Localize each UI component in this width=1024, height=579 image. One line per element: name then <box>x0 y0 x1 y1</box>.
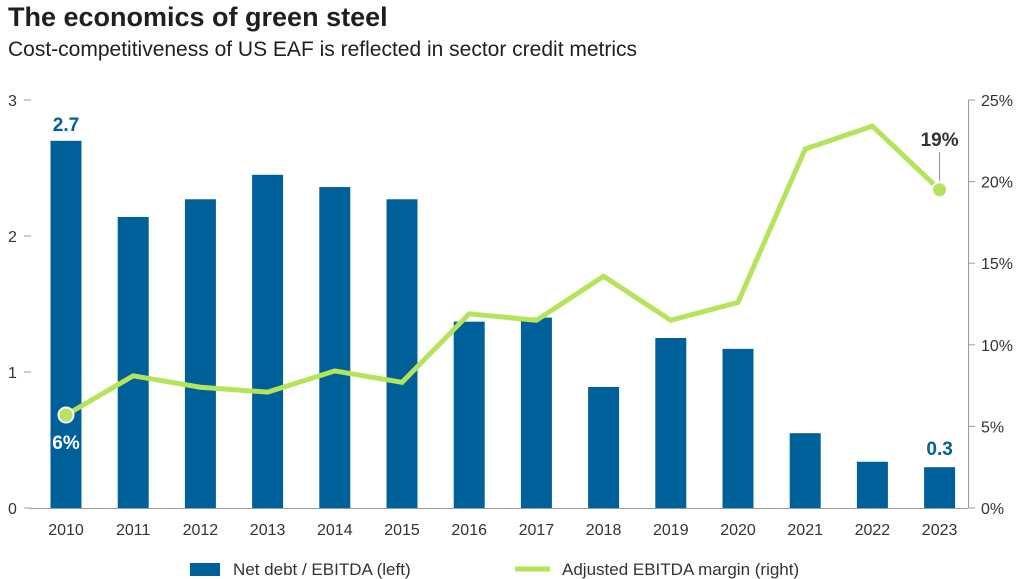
x-axis-tick-label: 2023 <box>922 522 958 539</box>
bars-group <box>50 140 956 509</box>
x-axis-tick-label: 2017 <box>519 522 555 539</box>
x-axis-tick-label: 2016 <box>451 522 487 539</box>
left-axis-tick-label: 2 <box>8 229 17 246</box>
bar <box>50 140 82 509</box>
line-point-first <box>57 406 75 424</box>
bar <box>319 187 351 509</box>
legend-label-line: Adjusted EBITDA margin (right) <box>562 560 799 579</box>
bar <box>386 199 418 508</box>
line-series <box>64 123 942 418</box>
x-axis-tick-label: 2021 <box>787 522 823 539</box>
axes-group: 0 1 2 3 0% 5% 10% 15% 20% 25% 2010 2011 2012 2013 2014… <box>8 93 1013 539</box>
line-point-last <box>931 181 949 199</box>
legend-swatch-bar <box>190 563 220 576</box>
left-axis-tick-label: 3 <box>8 93 17 110</box>
bar <box>655 338 687 508</box>
bar <box>520 317 552 508</box>
x-axis-tick-label: 2022 <box>855 522 891 539</box>
bar <box>252 174 284 509</box>
legend-group: Net debt / EBITDA (left) Adjusted EBITDA … <box>190 560 799 579</box>
x-axis-tick-label: 2013 <box>250 522 286 539</box>
right-axis-tick-label: 25% <box>981 93 1013 110</box>
x-axis-tick-label: 2018 <box>586 522 622 539</box>
legend-label-bar: Net debt / EBITDA (left) <box>233 560 411 579</box>
data-label-bar-first: 2.7 <box>53 115 79 136</box>
bar <box>588 386 620 508</box>
bar <box>722 348 754 508</box>
bar <box>789 433 821 508</box>
right-axis-tick-label: 10% <box>981 338 1013 355</box>
bar <box>924 467 956 508</box>
bar <box>453 321 485 508</box>
right-axis-tick-label: 15% <box>981 256 1013 273</box>
right-axis-tick-label: 5% <box>981 419 1004 436</box>
left-axis-tick-label: 1 <box>8 365 17 382</box>
x-axis-tick-label: 2020 <box>720 522 756 539</box>
x-axis-tick-label: 2011 <box>116 522 151 539</box>
x-axis-tick-label: 2019 <box>653 522 689 539</box>
right-axis-tick-label: 20% <box>981 175 1013 192</box>
x-axis-tick-label: 2012 <box>183 522 219 539</box>
bar <box>856 461 888 508</box>
bar <box>184 199 216 508</box>
x-axis-tick-label: 2015 <box>384 522 420 539</box>
labels-group: 2.7 0.3 6% 19% <box>52 115 958 460</box>
data-label-line-first: 6% <box>52 433 80 454</box>
x-axis-tick-label: 2010 <box>48 522 84 539</box>
chart-subtitle: Cost-competitiveness of US EAF is reflec… <box>8 38 638 61</box>
left-axis-tick-label: 0 <box>8 501 17 518</box>
bar <box>117 216 149 508</box>
x-axis-tick-label: 2014 <box>317 522 353 539</box>
data-label-line-last: 19% <box>921 130 959 151</box>
chart-title: The economics of green steel <box>8 2 388 32</box>
data-label-bar-last: 0.3 <box>926 439 952 460</box>
right-axis-tick-label: 0% <box>981 501 1004 518</box>
line-group <box>57 123 949 424</box>
